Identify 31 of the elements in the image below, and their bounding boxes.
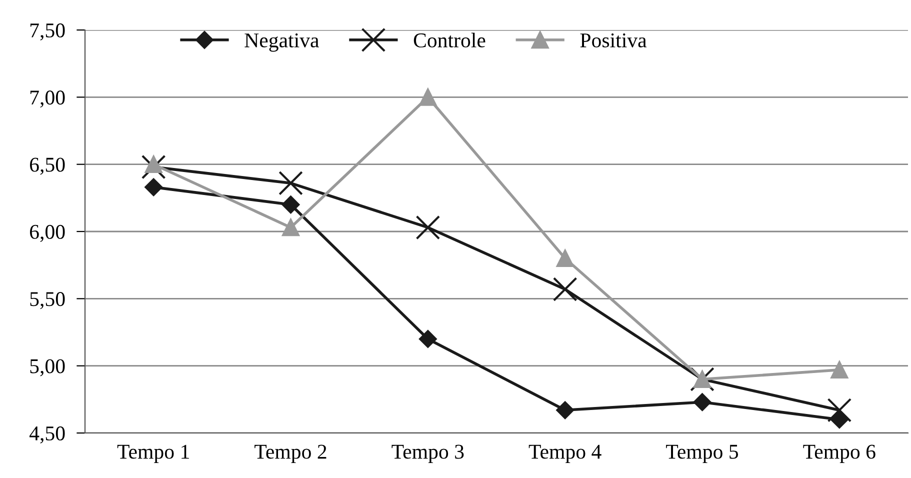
y-tick-label: 6,00 xyxy=(30,224,65,242)
point xyxy=(694,370,711,388)
point xyxy=(556,401,574,420)
x-tick-label: Tempo 2 xyxy=(254,444,326,464)
point xyxy=(144,156,162,174)
point xyxy=(416,215,440,240)
x-tick-label: Tempo 4 xyxy=(528,444,602,464)
point xyxy=(419,330,437,348)
x-tick-label: Tempo 6 xyxy=(803,444,876,464)
y-tick-label: 4,50 xyxy=(30,426,65,444)
y-tick-label: 7,00 xyxy=(30,90,65,108)
x-tick-label: Tempo 5 xyxy=(666,444,738,464)
point xyxy=(282,196,300,214)
point xyxy=(552,277,578,302)
point xyxy=(830,361,848,379)
point xyxy=(419,88,437,106)
legend-label: Controle xyxy=(414,32,486,48)
point xyxy=(693,393,712,412)
point xyxy=(556,250,574,268)
x-tick-label: Tempo 1 xyxy=(117,444,189,464)
point xyxy=(282,218,300,236)
point xyxy=(827,398,852,422)
y-tick-label: 6,50 xyxy=(30,158,65,175)
point xyxy=(278,170,303,196)
x-tick-label: Tempo 3 xyxy=(392,444,464,464)
y-tick-label: 5,00 xyxy=(30,359,65,376)
y-tick-label: 7,50 xyxy=(30,23,65,40)
legend-label: Positiva xyxy=(580,33,647,48)
y-tick-label: 5,50 xyxy=(30,292,65,310)
legend-label: Negativa xyxy=(244,33,319,52)
point xyxy=(144,178,162,196)
